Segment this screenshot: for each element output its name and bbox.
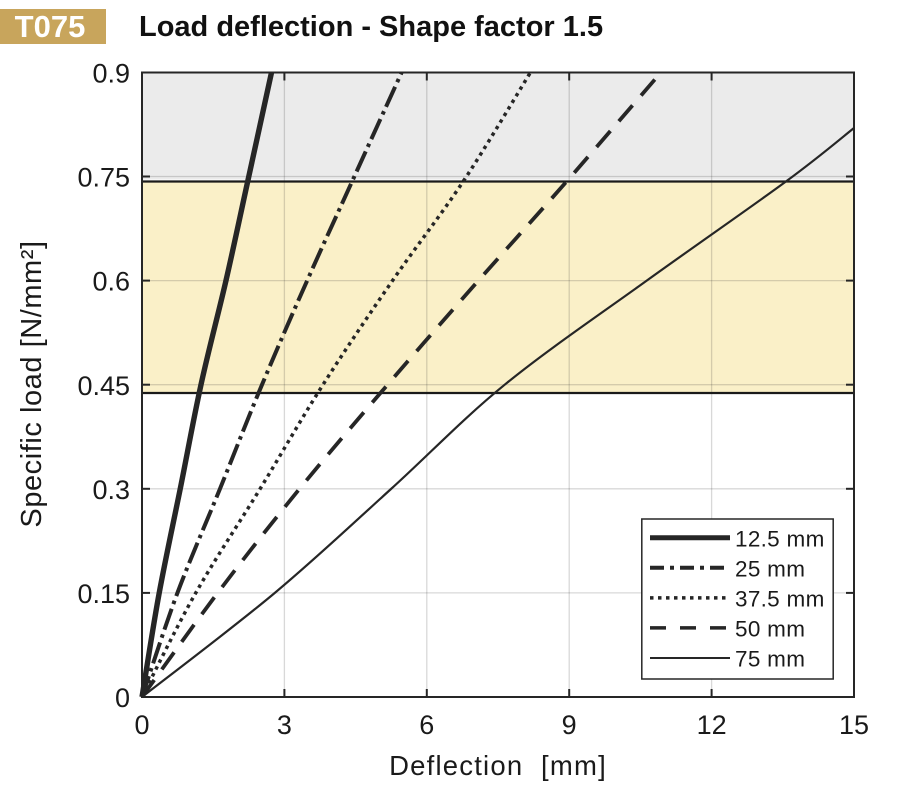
svg-text:75 mm: 75 mm <box>735 647 805 672</box>
svg-text:25 mm: 25 mm <box>735 556 805 581</box>
svg-text:0.75: 0.75 <box>77 163 130 193</box>
svg-text:T075: T075 <box>15 9 86 44</box>
svg-text:15: 15 <box>839 710 869 740</box>
svg-text:3: 3 <box>277 710 292 740</box>
svg-text:0.6: 0.6 <box>92 267 130 297</box>
svg-text:Specific load [N/mm²]: Specific load [N/mm²] <box>16 240 48 527</box>
svg-text:0.9: 0.9 <box>92 59 130 89</box>
svg-text:0.3: 0.3 <box>92 475 130 505</box>
svg-text:Deflection [mm]: Deflection [mm] <box>389 750 607 781</box>
svg-text:0.15: 0.15 <box>77 579 130 609</box>
svg-text:12.5 mm: 12.5 mm <box>735 526 825 551</box>
svg-text:6: 6 <box>419 710 434 740</box>
svg-text:37.5 mm: 37.5 mm <box>735 586 825 611</box>
svg-text:9: 9 <box>562 710 577 740</box>
svg-text:0: 0 <box>134 710 149 740</box>
svg-text:50 mm: 50 mm <box>735 616 805 641</box>
svg-text:0.45: 0.45 <box>77 371 130 401</box>
svg-text:Load deflection - Shape factor: Load deflection - Shape factor 1.5 <box>139 11 603 43</box>
svg-text:0: 0 <box>115 683 130 713</box>
svg-text:12: 12 <box>697 710 727 740</box>
